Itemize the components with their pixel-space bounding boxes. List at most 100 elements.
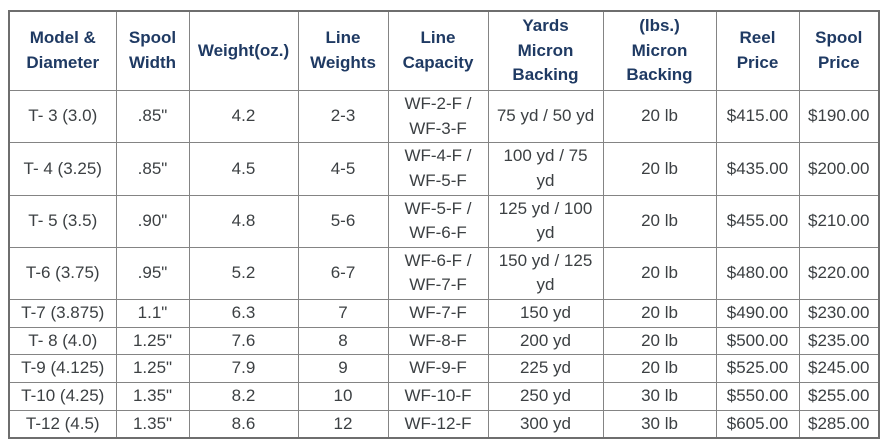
table-cell-spool_price: $200.00 [798, 142, 880, 196]
table-cell-model_diameter: T- 5 (3.5) [8, 194, 117, 248]
table-cell-line_capacity: WF-4-F / WF-5-F [387, 142, 489, 196]
table-cell-line_weights: 12 [297, 409, 389, 439]
table-cell-reel_price: $525.00 [715, 354, 800, 384]
table-cell-lbs_micron_backing: 20 lb [602, 89, 717, 144]
table-cell-line_weights: 7 [297, 299, 389, 328]
table-cell-lbs_micron_backing: 20 lb [602, 194, 717, 248]
table-cell-weight_oz: 4.2 [188, 89, 299, 144]
table-cell-yards_micron_backing: 300 yd [487, 409, 604, 439]
table-cell-line_capacity: WF-9-F [387, 354, 489, 384]
table-row: T- 8 (4.0) 1.25" 7.6 8 WF-8-F 200 yd 20 lb $500… [8, 326, 880, 356]
table-cell-reel_price: $500.00 [715, 326, 800, 356]
table-cell-model_diameter: T-10 (4.25) [8, 382, 117, 411]
table-cell-lbs_micron_backing: 20 lb [602, 326, 717, 356]
table-cell-model_diameter: T-6 (3.75) [8, 246, 117, 301]
table-cell-lbs_micron_backing: 20 lb [602, 354, 717, 384]
table-cell-spool_width: .85" [115, 89, 190, 144]
table-cell-weight_oz: 8.2 [188, 382, 299, 411]
table-cell-yards_micron_backing: 150 yd [487, 299, 604, 328]
table-cell-line_capacity: WF-7-F [387, 299, 489, 328]
table-cell-model_diameter: T- 3 (3.0) [8, 89, 117, 144]
table-cell-spool_width: 1.25" [115, 326, 190, 356]
table-cell-weight_oz: 4.5 [188, 142, 299, 196]
table-cell-lbs_micron_backing: 20 lb [602, 299, 717, 328]
table-cell-spool_width: 1.35" [115, 382, 190, 411]
table-cell-reel_price: $605.00 [715, 409, 800, 439]
table-cell-yards_micron_backing: 200 yd [487, 326, 604, 356]
table-cell-model_diameter: T-12 (4.5) [8, 409, 117, 439]
table-cell-reel_price: $415.00 [715, 89, 800, 144]
column-header-lbs_micron_backing: (lbs.) Micron Backing [602, 10, 717, 91]
table-cell-yards_micron_backing: 100 yd / 75 yd [487, 142, 604, 196]
column-header-reel_price: Reel Price [715, 10, 800, 91]
table-cell-spool_width: .95" [115, 246, 190, 301]
table-header: Model & Diameter Spool Width Weight(oz.) Li… [8, 10, 880, 91]
table-cell-model_diameter: T- 8 (4.0) [8, 326, 117, 356]
table-cell-spool_price: $245.00 [798, 354, 880, 384]
table-cell-yards_micron_backing: 125 yd / 100 yd [487, 194, 604, 248]
table-cell-spool_price: $210.00 [798, 194, 880, 248]
table-cell-line_capacity: WF-6-F / WF-7-F [387, 246, 489, 301]
table-cell-spool_price: $230.00 [798, 299, 880, 328]
table-cell-spool_price: $255.00 [798, 382, 880, 411]
table-cell-model_diameter: T- 4 (3.25) [8, 142, 117, 196]
table-cell-weight_oz: 4.8 [188, 194, 299, 248]
column-header-weight_oz: Weight(oz.) [188, 10, 299, 91]
table-cell-weight_oz: 7.9 [188, 354, 299, 384]
table-cell-line_weights: 10 [297, 382, 389, 411]
table-cell-lbs_micron_backing: 20 lb [602, 142, 717, 196]
table-cell-lbs_micron_backing: 30 lb [602, 409, 717, 439]
table-row: T- 3 (3.0) .85" 4.2 2-3 WF-2-F / WF-3-F 75 yd… [8, 89, 880, 144]
table-row: T-12 (4.5) 1.35" 8.6 12 WF-12-F 300 yd 30 lb $6… [8, 409, 880, 439]
table-cell-line_capacity: WF-10-F [387, 382, 489, 411]
table-cell-line_capacity: WF-5-F / WF-6-F [387, 194, 489, 248]
table-cell-weight_oz: 7.6 [188, 326, 299, 356]
table-cell-line_weights: 4-5 [297, 142, 389, 196]
table-cell-spool_width: 1.1" [115, 299, 190, 328]
table-cell-yards_micron_backing: 150 yd / 125 yd [487, 246, 604, 301]
column-header-spool_price: Spool Price [798, 10, 880, 91]
reel-spec-table: Model & Diameter Spool Width Weight(oz.) Li… [8, 10, 880, 440]
table-row: T- 4 (3.25) .85" 4.5 4-5 WF-4-F / WF-5-F 100 … [8, 142, 880, 196]
table-cell-reel_price: $480.00 [715, 246, 800, 301]
table-cell-reel_price: $550.00 [715, 382, 800, 411]
column-header-line_capacity: Line Capacity [387, 10, 489, 91]
table-cell-model_diameter: T-9 (4.125) [8, 354, 117, 384]
table-cell-model_diameter: T-7 (3.875) [8, 299, 117, 328]
table-cell-line_weights: 5-6 [297, 194, 389, 248]
table-cell-reel_price: $455.00 [715, 194, 800, 248]
table-cell-yards_micron_backing: 250 yd [487, 382, 604, 411]
table-cell-lbs_micron_backing: 20 lb [602, 246, 717, 301]
table-cell-spool_width: .85" [115, 142, 190, 196]
table-cell-yards_micron_backing: 225 yd [487, 354, 604, 384]
table-cell-spool_price: $235.00 [798, 326, 880, 356]
table-cell-spool_width: 1.25" [115, 354, 190, 384]
table-cell-weight_oz: 8.6 [188, 409, 299, 439]
reel-spec-table-container: Model & Diameter Spool Width Weight(oz.) Li… [8, 10, 880, 440]
column-header-yards_micron_backing: Yards Micron Backing [487, 10, 604, 91]
table-row: T-10 (4.25) 1.35" 8.2 10 WF-10-F 250 yd 30 lb $… [8, 382, 880, 411]
table-row: T-7 (3.875) 1.1" 6.3 7 WF-7-F 150 yd 20 lb $490… [8, 299, 880, 328]
table-cell-line_capacity: WF-12-F [387, 409, 489, 439]
table-cell-spool_width: 1.35" [115, 409, 190, 439]
table-cell-reel_price: $490.00 [715, 299, 800, 328]
table-cell-weight_oz: 5.2 [188, 246, 299, 301]
table-cell-line_weights: 9 [297, 354, 389, 384]
table-cell-reel_price: $435.00 [715, 142, 800, 196]
table-cell-yards_micron_backing: 75 yd / 50 yd [487, 89, 604, 144]
table-cell-line_weights: 2-3 [297, 89, 389, 144]
table-cell-spool_price: $220.00 [798, 246, 880, 301]
column-header-model_diameter: Model & Diameter [8, 10, 117, 91]
table-cell-spool_width: .90" [115, 194, 190, 248]
table-cell-spool_price: $285.00 [798, 409, 880, 439]
table-cell-line_capacity: WF-2-F / WF-3-F [387, 89, 489, 144]
table-cell-lbs_micron_backing: 30 lb [602, 382, 717, 411]
column-header-line_weights: Line Weights [297, 10, 389, 91]
table-cell-line_weights: 8 [297, 326, 389, 356]
table-cell-line_capacity: WF-8-F [387, 326, 489, 356]
table-row: T- 5 (3.5) .90" 4.8 5-6 WF-5-F / WF-6-F 125 y… [8, 194, 880, 248]
column-header-spool_width: Spool Width [115, 10, 190, 91]
table-cell-spool_price: $190.00 [798, 89, 880, 144]
table-row: T-6 (3.75) .95" 5.2 6-7 WF-6-F / WF-7-F 150 y… [8, 246, 880, 301]
table-row: T-9 (4.125) 1.25" 7.9 9 WF-9-F 225 yd 20 lb $52… [8, 354, 880, 384]
